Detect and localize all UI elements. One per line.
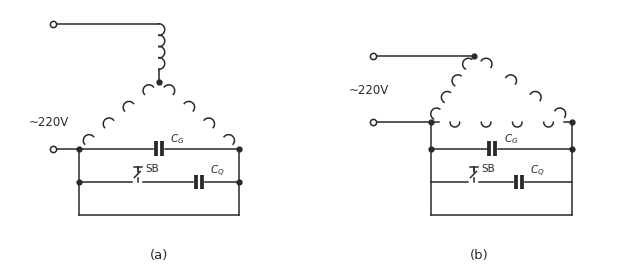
Text: SB: SB (145, 164, 159, 174)
Text: ~220V: ~220V (29, 116, 69, 129)
Text: SB: SB (481, 164, 495, 174)
Text: $C_Q$: $C_Q$ (530, 164, 545, 179)
Text: ~220V: ~220V (349, 84, 389, 97)
Text: $C_G$: $C_G$ (503, 132, 518, 146)
Text: $C_Q$: $C_Q$ (210, 164, 225, 179)
Text: (a): (a) (150, 249, 168, 262)
Text: $C_G$: $C_G$ (170, 132, 184, 146)
Text: (b): (b) (470, 249, 489, 262)
